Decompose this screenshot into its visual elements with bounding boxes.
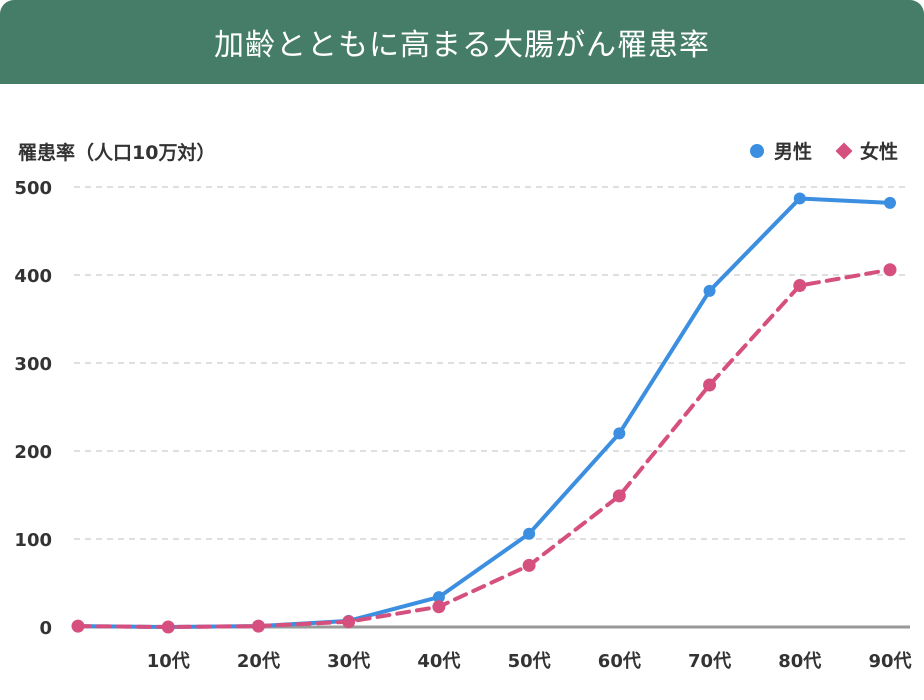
y-tick-label-300: 300: [14, 354, 52, 375]
data-point-s1-7: [703, 378, 717, 392]
series-line-1: [76, 267, 892, 629]
x-tick-label-4: 40代: [417, 651, 460, 672]
data-point-s0-6: [613, 427, 626, 440]
legend-item-male: 男性: [749, 137, 812, 164]
x-tick-label-9: 90代: [868, 651, 911, 672]
legend-female-label: 女性: [859, 141, 898, 163]
legend-item-female: 女性: [835, 137, 898, 164]
data-point-s1-5: [522, 558, 536, 572]
data-point-s1-3: [342, 615, 356, 629]
legend: 男性 女性: [749, 137, 898, 164]
chart-title: 加齢とともに高まる大腸がん罹患率: [214, 28, 710, 63]
legend-male-marker-icon: [749, 143, 764, 158]
x-tick-label-3: 30代: [327, 651, 370, 672]
y-axis-label: 罹患率（人口10万対）: [18, 142, 216, 164]
y-tick-label-0: 0: [39, 618, 52, 639]
y-tick-label-100: 100: [14, 530, 52, 551]
x-tick-label-6: 60代: [598, 651, 641, 672]
legend-male-label: 男性: [773, 141, 812, 163]
x-tick-label-2: 20代: [237, 651, 280, 672]
data-point-s0-8: [793, 192, 806, 205]
data-point-s0-4: [432, 591, 445, 604]
data-point-s1-4: [432, 600, 446, 614]
y-tick-label-400: 400: [14, 266, 52, 287]
x-tick-label-5: 50代: [508, 651, 551, 672]
data-point-s1-6: [612, 489, 626, 503]
data-point-s1-0: [71, 619, 85, 633]
data-point-s0-5: [523, 527, 536, 540]
data-point-s1-2: [251, 619, 265, 633]
y-tick-label-200: 200: [14, 442, 52, 463]
x-tick-label-1: 10代: [147, 651, 190, 672]
data-point-s1-8: [793, 279, 807, 293]
x-tick-label-8: 80代: [778, 651, 821, 672]
data-point-s1-9: [883, 263, 897, 277]
x-tick-label-7: 70代: [688, 651, 731, 672]
y-tick-label-500: 500: [14, 178, 52, 199]
data-point-s0-7: [703, 284, 716, 297]
title-bar: 加齢とともに高まる大腸がん罹患率: [0, 0, 924, 84]
data-point-s0-9: [884, 196, 896, 209]
series-line-0: [76, 196, 892, 629]
data-point-s1-1: [161, 620, 175, 634]
